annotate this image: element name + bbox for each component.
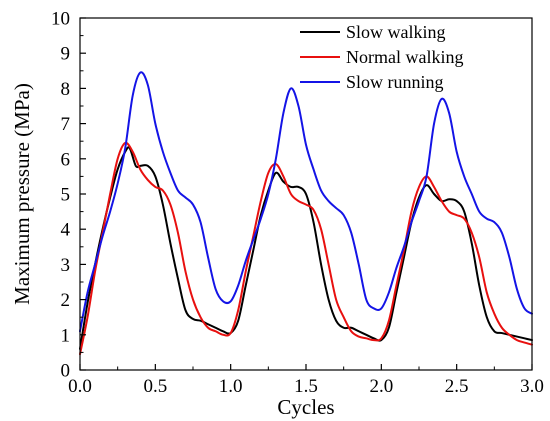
x-tick-label: 1.0	[219, 376, 243, 397]
ticks-layer: 0.0 0.5 1.0 1.5 2.0 2.5 3.0 0 1 2 3 4 5 6 7 8 9 10	[51, 9, 544, 398]
y-tick-label: 3	[61, 255, 71, 276]
x-tick-label: 1.5	[294, 376, 318, 397]
y-tick-label: 1	[61, 325, 71, 346]
series-layer	[79, 71, 533, 356]
legend: Slow walking Normal walking Slow running	[300, 22, 463, 92]
x-tick-label: 0.0	[68, 376, 92, 397]
legend-label-2: Slow running	[346, 72, 444, 92]
series-line-0	[79, 146, 533, 350]
y-tick-label: 10	[51, 9, 70, 30]
y-tick-label: 2	[61, 290, 71, 311]
x-tick-label: 2.0	[369, 376, 393, 397]
y-tick-label: 6	[61, 149, 71, 170]
y-axis-title: Maximum pressure (MPa)	[10, 83, 34, 305]
series-line-1	[79, 141, 533, 356]
x-axis-title: Cycles	[277, 395, 334, 419]
y-tick-label: 0	[61, 361, 71, 382]
x-tick-label: 2.5	[445, 376, 469, 397]
y-tick-label: 8	[61, 79, 71, 100]
x-tick-label: 0.5	[143, 376, 167, 397]
series-line-2	[79, 71, 533, 333]
y-tick-label: 7	[61, 114, 71, 135]
legend-label-1: Normal walking	[346, 47, 463, 67]
legend-label-0: Slow walking	[346, 22, 446, 42]
x-tick-label: 3.0	[520, 376, 544, 397]
y-tick-label: 9	[61, 44, 71, 65]
y-tick-label: 5	[61, 185, 71, 206]
y-tick-label: 4	[61, 220, 71, 241]
